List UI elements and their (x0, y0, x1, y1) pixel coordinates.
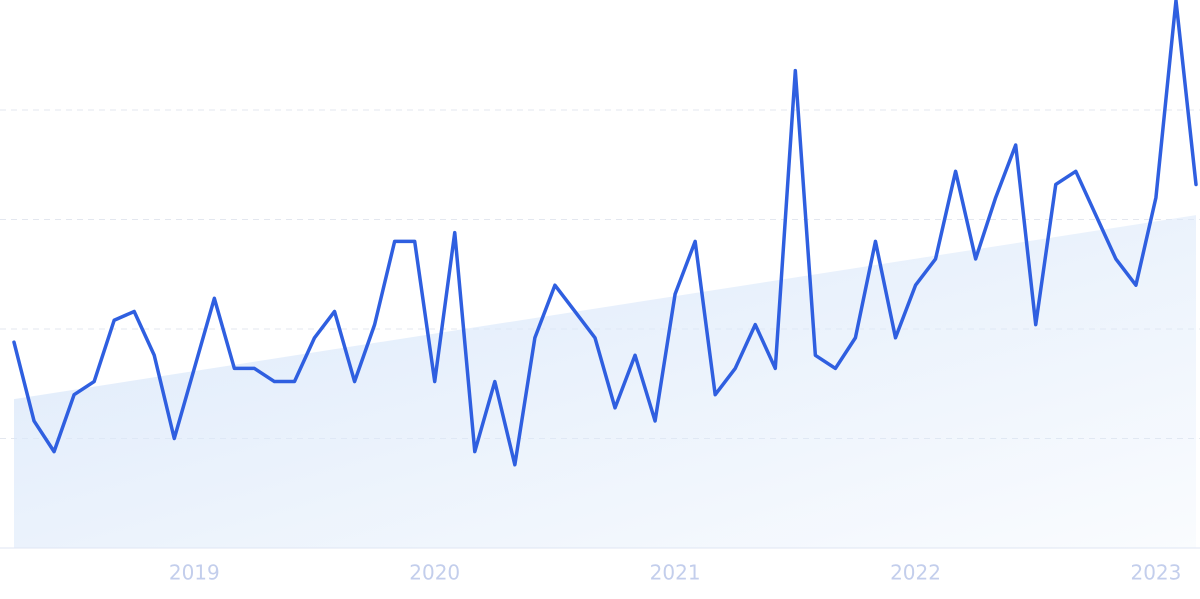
trend-area (14, 215, 1196, 548)
trend-line (12, 0, 1198, 467)
x-tick-label: 2021 (650, 561, 701, 585)
x-tick-label: 2023 (1130, 561, 1181, 585)
x-tick-label: 2022 (890, 561, 941, 585)
x-tick-label: 2019 (169, 561, 220, 585)
x-tick-label: 2020 (409, 561, 460, 585)
